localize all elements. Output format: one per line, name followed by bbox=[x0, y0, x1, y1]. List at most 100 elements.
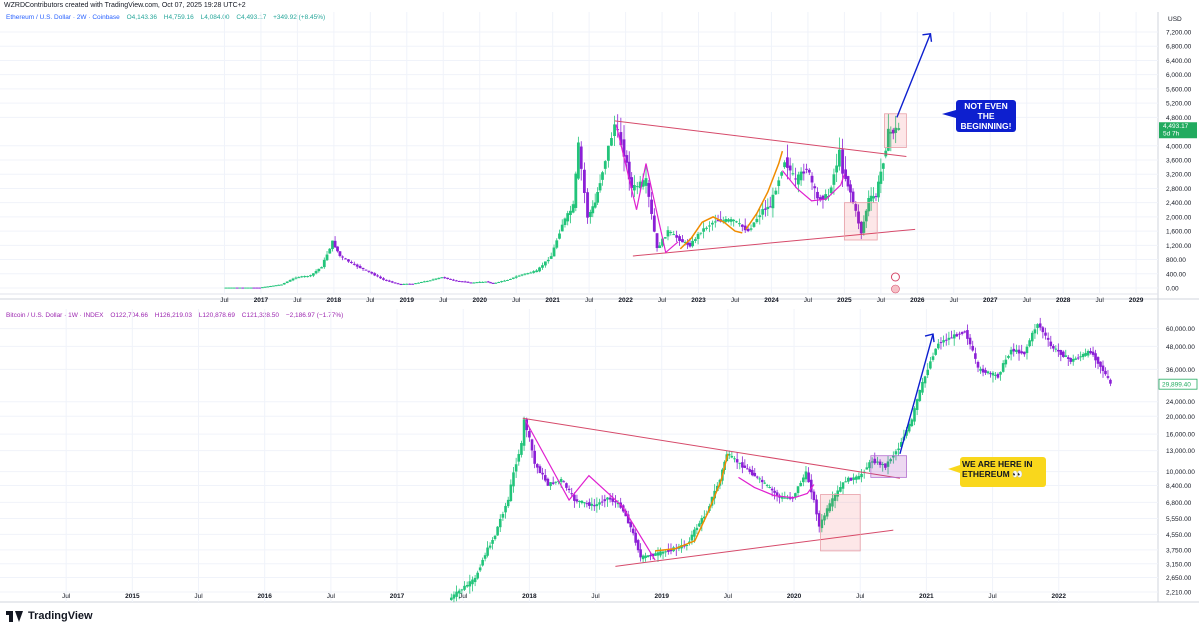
eth-candle bbox=[603, 161, 607, 169]
eth-candle bbox=[655, 233, 659, 249]
eth-candle bbox=[419, 281, 423, 283]
eth-candle bbox=[269, 286, 272, 288]
eth-orange-curve bbox=[745, 150, 784, 230]
eth-candle bbox=[729, 219, 733, 222]
btc-candle bbox=[693, 529, 696, 537]
btc-y-tick: 13,000.00 bbox=[1166, 448, 1195, 455]
eth-y-tick: 7,200.00 bbox=[1166, 30, 1192, 37]
eth-candle bbox=[732, 219, 736, 222]
eth-candle bbox=[710, 222, 714, 225]
eth-candle bbox=[844, 169, 848, 179]
btc-candle bbox=[1015, 349, 1018, 352]
eth-candle bbox=[846, 176, 850, 187]
eth-candle bbox=[370, 272, 374, 274]
eth-candle bbox=[387, 280, 391, 282]
btc-candle bbox=[939, 342, 943, 344]
btc-x-tick: Jul bbox=[856, 593, 865, 600]
eth-last-price-tag bbox=[1159, 122, 1197, 139]
btc-candle bbox=[799, 482, 802, 487]
eth-y-tick: 2,400.00 bbox=[1166, 200, 1192, 207]
eth-candle bbox=[824, 194, 828, 200]
btc-candle bbox=[968, 337, 972, 345]
btc-orange-curve bbox=[655, 453, 729, 552]
btc-candle bbox=[585, 503, 589, 505]
eth-candle bbox=[460, 281, 464, 283]
btc-candle bbox=[994, 374, 997, 376]
eth-candle bbox=[227, 287, 231, 289]
btc-candle bbox=[473, 577, 477, 583]
eth-candle bbox=[449, 278, 452, 280]
eth-candle bbox=[821, 195, 825, 200]
btc-candle bbox=[573, 494, 576, 501]
btc-candle bbox=[881, 464, 885, 466]
eth-candle bbox=[857, 211, 860, 224]
btc-candle bbox=[873, 458, 877, 464]
eth-candle bbox=[347, 259, 350, 262]
btc-candle bbox=[750, 469, 754, 476]
eth-candle bbox=[813, 186, 817, 189]
eth-candle bbox=[854, 204, 858, 211]
btc-candle bbox=[1012, 348, 1016, 352]
btc-candle bbox=[1079, 356, 1082, 358]
btc-candle bbox=[974, 353, 977, 359]
btc-candle bbox=[488, 545, 492, 548]
eth-candle bbox=[336, 246, 339, 252]
eth-candle bbox=[598, 183, 602, 191]
eth-x-tick: 2020 bbox=[472, 297, 487, 304]
eth-candle bbox=[702, 228, 706, 232]
eth-x-tick: Jul bbox=[804, 297, 813, 304]
btc-candle bbox=[1096, 357, 1100, 364]
btc-candle bbox=[626, 514, 630, 524]
eth-candle bbox=[497, 281, 501, 283]
btc-candle bbox=[493, 535, 497, 540]
eth-candle bbox=[328, 248, 332, 254]
eth-candle bbox=[428, 280, 432, 282]
eth-candle bbox=[402, 283, 406, 285]
btc-legend: Bitcoin / U.S. Dollar · 1W · INDEX O122,… bbox=[6, 312, 348, 319]
eth-candle bbox=[647, 182, 651, 197]
eth-candle bbox=[405, 283, 409, 285]
eth-candle bbox=[566, 213, 570, 222]
btc-candle bbox=[641, 555, 645, 560]
btc-candle bbox=[981, 368, 985, 373]
tradingview-footer[interactable]: TradingView bbox=[6, 610, 93, 622]
btc-last-price-tag bbox=[1158, 378, 1198, 390]
eth-candle bbox=[508, 278, 512, 280]
btc-candle bbox=[868, 462, 871, 469]
eth-x-tick: Jul bbox=[439, 297, 448, 304]
eth-candle bbox=[881, 163, 885, 169]
eth-x-tick: 2017 bbox=[254, 297, 269, 304]
eth-candle bbox=[538, 267, 541, 272]
btc-candle bbox=[593, 505, 596, 507]
eth-candle bbox=[306, 276, 310, 278]
btc-candle bbox=[894, 451, 898, 455]
btc-candle bbox=[804, 471, 808, 480]
eth-candle bbox=[258, 287, 261, 289]
eth-x-tick: Jul bbox=[1095, 297, 1104, 304]
eth-candle bbox=[874, 196, 878, 198]
btc-legend-high: H126,219.03 bbox=[154, 312, 192, 319]
btc-candle bbox=[836, 490, 840, 497]
eth-y-tick: 3,200.00 bbox=[1166, 172, 1192, 179]
btc-candle bbox=[847, 477, 850, 482]
btc-arrow-head bbox=[924, 333, 935, 343]
eth-candle bbox=[666, 230, 670, 237]
btc-candle bbox=[1025, 346, 1029, 354]
btc-candle bbox=[1049, 341, 1053, 347]
btc-y-tick: 4,550.00 bbox=[1166, 532, 1192, 539]
eth-candle bbox=[591, 206, 595, 214]
eth-candle bbox=[791, 173, 795, 175]
btc-candle bbox=[481, 559, 484, 566]
eth-candle bbox=[783, 162, 786, 168]
btc-candle bbox=[770, 488, 774, 491]
btc-candle bbox=[649, 555, 652, 557]
btc-candle bbox=[923, 376, 927, 384]
btc-candle bbox=[698, 523, 701, 527]
eth-candle bbox=[463, 281, 467, 283]
btc-candle bbox=[639, 549, 642, 558]
eth-x-tick: 2025 bbox=[837, 297, 852, 304]
eth-y-tick: 0.00 bbox=[1166, 286, 1179, 293]
eth-x-tick: 2022 bbox=[618, 297, 633, 304]
btc-candle bbox=[1009, 349, 1013, 355]
